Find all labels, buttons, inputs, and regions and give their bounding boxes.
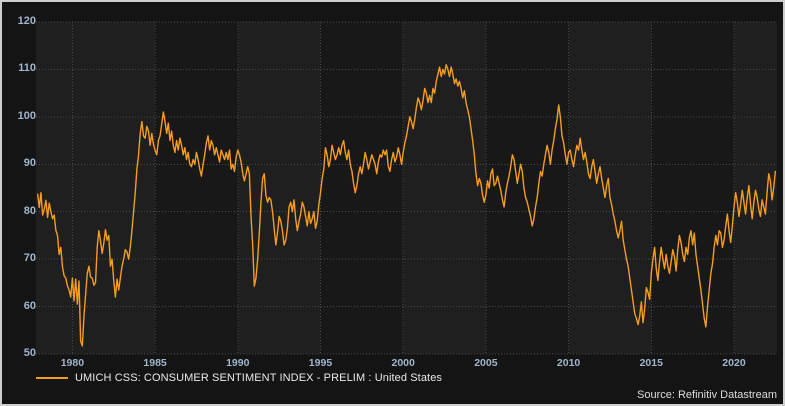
y-axis-tick-label: 100 bbox=[17, 109, 36, 122]
plot-band bbox=[72, 22, 156, 354]
y-axis-tick-label: 70 bbox=[23, 252, 36, 265]
y-axis-tick-label: 90 bbox=[23, 157, 36, 170]
x-axis-tick-label: 1990 bbox=[226, 357, 250, 369]
y-axis-tick-label: 80 bbox=[23, 204, 36, 217]
y-axis-tick-label: 110 bbox=[18, 62, 36, 75]
x-axis-tick-label: 2015 bbox=[639, 357, 663, 369]
grid-lines bbox=[36, 21, 777, 355]
plot-band bbox=[568, 22, 652, 354]
x-axis-tick-label: 2010 bbox=[556, 357, 581, 369]
legend-color-swatch bbox=[36, 377, 68, 379]
y-axis-tick-label: 60 bbox=[23, 299, 36, 312]
x-axis-tick-label: 1980 bbox=[60, 357, 85, 369]
plot-band bbox=[733, 22, 777, 354]
x-axis-tick-label: 1985 bbox=[143, 357, 167, 369]
plot-band bbox=[237, 22, 321, 354]
chart-legend: UMICH CSS: CONSUMER SENTIMENT INDEX - PR… bbox=[36, 370, 442, 386]
legend-entry-label: UMICH CSS: CONSUMER SENTIMENT INDEX - PR… bbox=[75, 372, 443, 384]
x-axis-tick-label: 1995 bbox=[308, 357, 333, 369]
series-line bbox=[36, 63, 777, 347]
source-attribution: Source: Refinitiv Datastream bbox=[637, 389, 777, 401]
plot-band bbox=[36, 22, 73, 354]
x-axis-tick-label: 2020 bbox=[722, 357, 746, 369]
plot-band bbox=[403, 22, 486, 354]
x-axis-tick-label: 2000 bbox=[391, 357, 415, 369]
x-axis-tick-label: 2005 bbox=[474, 357, 498, 369]
y-axis-tick-label: 50 bbox=[23, 347, 36, 359]
plot-bands bbox=[36, 22, 777, 354]
series-paths bbox=[36, 63, 777, 347]
y-axis-tick-label: 120 bbox=[17, 15, 36, 27]
